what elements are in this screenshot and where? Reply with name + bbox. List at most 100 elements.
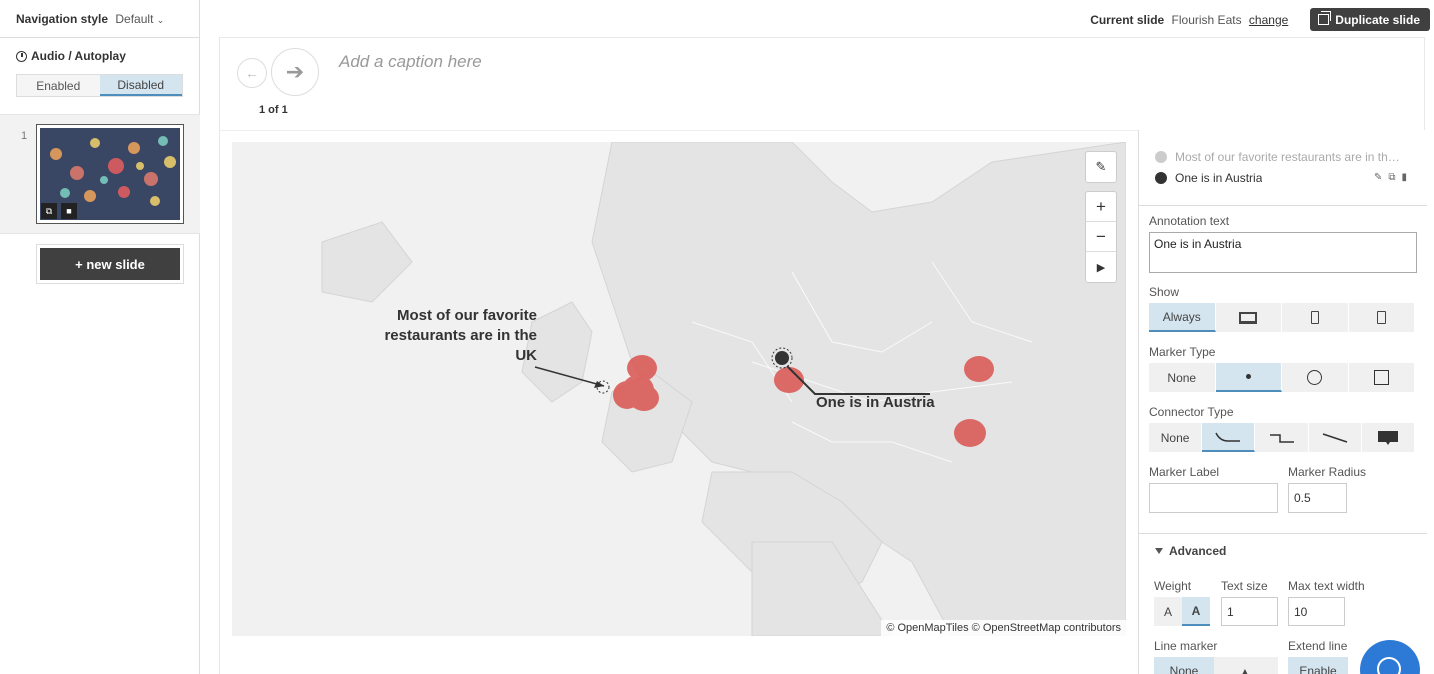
clock-icon <box>16 50 27 62</box>
top-bar: Current slide Flourish Eats change Dupli… <box>1090 8 1430 31</box>
audio-autoplay-label: Audio / Autoplay <box>31 49 126 63</box>
annotation-uk[interactable]: Most of our favorite restaurants are in … <box>384 307 537 364</box>
annotation-list-item-label: One is in Austria <box>1175 171 1263 185</box>
caption-input[interactable]: Add a caption here <box>339 52 482 71</box>
map-land <box>232 142 1126 636</box>
marker-radius-input[interactable]: 0.5 <box>1288 483 1347 513</box>
slide-thumbnail-tools: ⧉ ■ <box>41 203 77 219</box>
current-slide-info: Current slide Flourish Eats change <box>1090 13 1288 27</box>
new-slide-container: + new slide <box>36 244 184 284</box>
annotation-list-item[interactable]: One is in Austria <box>1155 171 1405 185</box>
map-attribution[interactable]: © OpenMapTiles © OpenStreetMap contribut… <box>881 620 1126 636</box>
arrow-right-icon: ➔ <box>285 59 305 84</box>
navigation-style[interactable]: Navigation style Default ⌄ <box>16 12 164 26</box>
pencil-icon[interactable]: ✎ <box>1095 159 1107 174</box>
advanced-toggle[interactable]: Advanced <box>1155 544 1226 558</box>
marker-type-none-button[interactable]: None <box>1149 363 1216 392</box>
trash-icon[interactable]: ■ <box>61 203 77 219</box>
desktop-mobile-icon[interactable] <box>1349 303 1415 332</box>
connector-curve-icon[interactable] <box>1202 423 1256 452</box>
annotation-austria[interactable]: One is in Austria <box>816 394 935 411</box>
annotation-uk-connector <box>534 366 610 394</box>
divider <box>1139 533 1427 534</box>
marker-square-icon[interactable] <box>1349 363 1415 392</box>
reset-view-icon[interactable]: ▶ <box>1096 261 1106 274</box>
line-marker-label: Line marker <box>1154 639 1218 653</box>
duplicate-icon[interactable]: ⧉ <box>41 203 57 219</box>
new-slide-button[interactable]: + new slide <box>40 248 180 280</box>
extend-line-options: Enable <box>1288 657 1348 674</box>
connector-type-options: None <box>1149 423 1416 452</box>
slide-counter: 1 of 1 <box>259 104 288 116</box>
connector-type-none-button[interactable]: None <box>1149 423 1203 452</box>
divider <box>220 130 1426 131</box>
connector-straight-icon[interactable] <box>1309 423 1362 452</box>
trash-icon[interactable]: ▮ <box>1401 172 1407 183</box>
weight-label: Weight <box>1154 579 1192 593</box>
annotation-text-input[interactable]: One is in Austria <box>1149 232 1417 273</box>
map-view[interactable]: Most of our favorite restaurants are in … <box>232 142 1126 636</box>
weight-options: A A <box>1154 597 1210 626</box>
marker-label-input[interactable] <box>1149 483 1278 513</box>
divider <box>0 37 200 38</box>
marker-dot-icon[interactable] <box>1215 363 1282 392</box>
extend-line-label: Extend line <box>1288 639 1348 653</box>
arrow-icon[interactable]: ▲ <box>1239 664 1251 674</box>
mobile-icon[interactable] <box>1282 303 1349 332</box>
next-slide-button[interactable]: ➔ <box>271 48 319 96</box>
duplicate-icon[interactable]: ⧉ <box>1388 172 1396 183</box>
annotation-list-item[interactable]: Most of our favorite restaurants are in … <box>1155 150 1405 164</box>
text-size-label: Text size <box>1221 579 1268 593</box>
pencil-icon[interactable]: ✎ <box>1373 172 1383 183</box>
edit-control: ✎ <box>1085 151 1117 183</box>
marker-radius-label: Marker Radius <box>1288 465 1367 479</box>
current-slide-name: Flourish Eats <box>1171 12 1242 27</box>
annotation-text-label: Annotation text <box>1149 214 1230 228</box>
marker-type-label: Marker Type <box>1149 345 1216 359</box>
triangle-down-icon <box>1155 548 1163 554</box>
duplicate-slide-button[interactable]: Duplicate slide <box>1310 8 1430 31</box>
advanced-label: Advanced <box>1169 544 1227 558</box>
marker-label-label: Marker Label <box>1149 465 1220 479</box>
max-text-width-input[interactable]: 10 <box>1288 597 1345 626</box>
slide-thumbnail[interactable]: ⧉ ■ <box>36 124 184 224</box>
connector-type-label: Connector Type <box>1149 405 1234 419</box>
zoom-in-icon[interactable]: + <box>1086 192 1116 222</box>
annotation-dot-icon <box>1155 172 1167 184</box>
copy-icon <box>1318 11 1332 25</box>
change-link[interactable]: change <box>1248 12 1289 27</box>
zoom-out-icon[interactable]: − <box>1086 222 1116 252</box>
marker-circle-icon[interactable] <box>1282 363 1349 392</box>
left-sidebar: Navigation style Default ⌄ Audio / Autop… <box>0 0 200 674</box>
slide-number: 1 <box>21 130 28 142</box>
zoom-controls: + − ▶ <box>1085 191 1117 283</box>
show-always-button[interactable]: Always <box>1149 303 1216 332</box>
show-label: Show <box>1149 285 1180 299</box>
navigation-style-value[interactable]: Default <box>115 12 154 26</box>
weight-normal-button[interactable]: A <box>1163 604 1172 619</box>
annotation-dot-icon <box>1155 151 1167 163</box>
desktop-icon[interactable] <box>1216 303 1282 332</box>
marker-type-options: None <box>1149 363 1415 392</box>
autoplay-toggle: Enabled Disabled <box>16 74 183 97</box>
annotation-list: Most of our favorite restaurants are in … <box>1139 130 1427 206</box>
autoplay-enabled-button[interactable]: Enabled <box>17 75 100 96</box>
restaurant-markers <box>613 355 994 447</box>
line-marker-options: None ▲ <box>1154 657 1278 674</box>
line-marker-none-button[interactable]: None <box>1154 657 1214 674</box>
annotation-austria-connector <box>771 347 930 395</box>
previous-slide-button[interactable]: ← <box>237 58 267 88</box>
connector-box-icon[interactable] <box>1362 423 1416 452</box>
extend-line-enable-button[interactable]: Enable <box>1288 657 1348 674</box>
current-slide-label: Current slide <box>1090 12 1165 27</box>
autoplay-disabled-button[interactable]: Disabled <box>99 75 182 96</box>
connector-elbow-icon[interactable] <box>1255 423 1309 452</box>
weight-bold-button[interactable]: A <box>1182 597 1210 626</box>
duplicate-slide-label: Duplicate slide <box>1335 12 1420 27</box>
annotation-tools: ✎ ⧉ ▮ <box>1374 172 1407 183</box>
annotation-panel: Most of our favorite restaurants are in … <box>1138 130 1427 674</box>
text-size-input[interactable]: 1 <box>1221 597 1278 626</box>
audio-autoplay-heading: Audio / Autoplay <box>16 49 126 63</box>
chevron-down-icon[interactable]: ⌄ <box>156 15 165 25</box>
arrow-left-icon: ← <box>245 65 259 81</box>
